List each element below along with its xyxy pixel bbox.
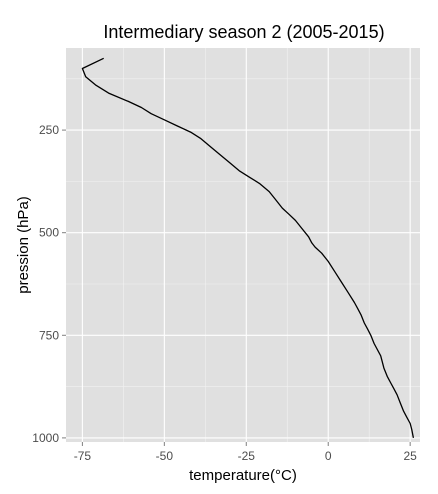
temperature-profile-line (81, 57, 415, 439)
y-axis: 250 500 750 1000 (32, 123, 66, 445)
x-tick-label: -25 (238, 449, 256, 463)
y-axis-title: pression (hPa) (15, 196, 32, 294)
x-tick-label: 0 (325, 449, 332, 463)
y-tick-label: 500 (39, 226, 59, 240)
y-tick-label: 250 (39, 123, 59, 137)
major-gridlines (66, 48, 420, 442)
x-axis-title: temperature(°C) (189, 467, 297, 484)
x-tick-label: 25 (403, 449, 417, 463)
y-tick-label: 1000 (32, 431, 59, 445)
y-tick-label: 750 (39, 328, 59, 342)
x-tick-label: -50 (156, 449, 174, 463)
minor-gridlines (66, 48, 420, 442)
chart-title: Intermediary season 2 (2005-2015) (103, 22, 384, 42)
x-axis: -75 -50 -25 0 25 (74, 442, 417, 463)
plot-panel (66, 48, 420, 442)
x-tick-label: -75 (74, 449, 92, 463)
